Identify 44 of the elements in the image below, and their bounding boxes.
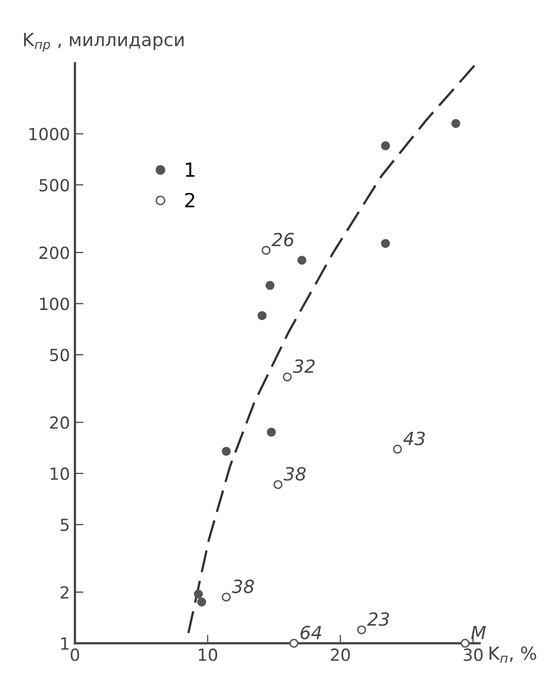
point <box>380 141 390 150</box>
y-tick-label: 500 <box>40 178 69 192</box>
point <box>289 638 298 648</box>
annotation: 38 <box>232 580 254 594</box>
annotation: M <box>471 626 486 640</box>
annotation: 38 <box>284 467 306 481</box>
point <box>392 444 402 454</box>
point <box>197 598 206 607</box>
x-tick-label: 20 <box>330 648 350 662</box>
point <box>451 118 460 128</box>
y-tick-label: 1 <box>61 637 69 650</box>
point <box>266 428 276 437</box>
annotation: 32 <box>292 359 315 374</box>
x-tick-label: 10 <box>198 648 218 662</box>
x-tick-label: 30 <box>464 648 483 662</box>
point <box>258 311 267 320</box>
annotation: 23 <box>367 612 389 626</box>
point <box>297 256 306 265</box>
point <box>282 372 292 382</box>
point <box>262 246 271 255</box>
point <box>357 625 366 634</box>
point <box>460 638 470 648</box>
y-tick-label: 1000 <box>29 128 69 140</box>
y-axis-title: K$_{пр}$ , миллидарси <box>24 32 184 52</box>
y-tick-label: 10 <box>50 467 69 480</box>
annotation: 26 <box>272 232 294 246</box>
x-axis-title: K$_{п}$, % <box>490 646 536 663</box>
y-tick-label: 100 <box>40 298 69 310</box>
point <box>222 592 231 602</box>
legend-label: 2 <box>185 192 194 208</box>
point <box>273 480 282 490</box>
annotation: 43 <box>403 432 425 446</box>
y-tick-label: 2 <box>60 586 68 598</box>
point <box>380 238 390 248</box>
annotation: 64 <box>300 626 322 640</box>
legend-label: 1 <box>186 162 194 177</box>
point <box>266 280 275 290</box>
point <box>222 446 231 456</box>
point <box>194 590 203 599</box>
y-tick-label: 50 <box>50 348 69 362</box>
x-tick-label: 0 <box>70 648 80 662</box>
y-tick-label: 20 <box>50 416 69 429</box>
y-tick-label: 5 <box>60 518 69 532</box>
y-tick-label: 200 <box>39 246 69 260</box>
